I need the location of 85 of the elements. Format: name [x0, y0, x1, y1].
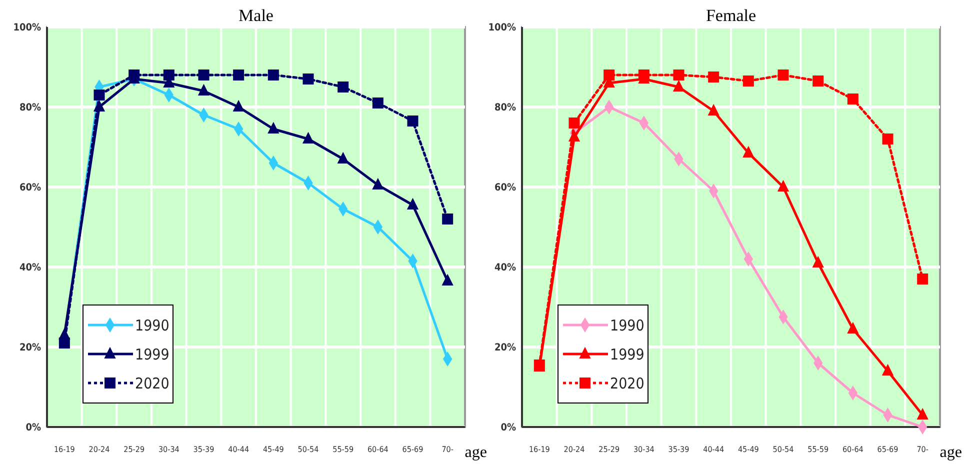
point — [407, 116, 418, 126]
point — [268, 70, 279, 80]
point — [302, 74, 314, 84]
point — [58, 338, 70, 348]
legend-label: 2020 — [135, 374, 170, 392]
x-tick-label: 40-44 — [228, 445, 250, 454]
point — [372, 178, 384, 190]
point — [338, 152, 349, 164]
x-tick-label: 16-19 — [528, 445, 550, 454]
x-tick-label: 25-29 — [598, 445, 620, 454]
point — [742, 146, 754, 158]
y-tick-label: 100% — [488, 22, 516, 34]
point — [302, 132, 314, 144]
point — [407, 198, 418, 210]
point — [568, 118, 580, 128]
point — [882, 134, 894, 144]
y-tick-label: 40% — [19, 262, 41, 274]
point — [812, 76, 824, 86]
point — [847, 322, 858, 334]
x-tick-label: 65-69 — [877, 445, 899, 454]
point — [128, 70, 140, 80]
y-tick-label: 100% — [13, 22, 41, 34]
point — [94, 90, 105, 100]
point — [233, 70, 244, 80]
x-tick-label: 25-29 — [124, 445, 145, 454]
point — [742, 76, 754, 86]
point — [198, 70, 210, 80]
point — [442, 214, 454, 224]
point — [882, 364, 894, 376]
x-tick-label: 45-49 — [738, 445, 760, 454]
x-tick-label: 60-64 — [367, 445, 389, 454]
point — [198, 84, 210, 96]
x-tick-label: 16-19 — [54, 445, 76, 454]
point — [917, 408, 928, 420]
legend-label: 2020 — [610, 374, 644, 392]
legend-label: 1999 — [135, 345, 170, 364]
y-tick-label: 60% — [494, 182, 516, 194]
x-tick-label: 30-34 — [633, 445, 655, 454]
y-tick-label: 0% — [26, 422, 41, 434]
legend-label: 1990 — [610, 316, 644, 334]
x-tick-label: 70- — [442, 445, 454, 454]
x-tick-label: 55-59 — [808, 445, 829, 454]
point — [708, 72, 720, 82]
point — [604, 70, 615, 80]
y-tick-label: 80% — [494, 102, 516, 114]
x-tick-label: 45-49 — [262, 445, 284, 454]
x-tick-label: 65-69 — [402, 445, 424, 454]
y-tick-label: 40% — [494, 262, 516, 274]
legend-label: 1990 — [135, 316, 170, 334]
x-axis-title: age — [940, 444, 962, 461]
x-tick-label: 50-54 — [298, 445, 320, 454]
chart-title: Female — [706, 6, 756, 25]
x-tick-label: 30-34 — [158, 445, 180, 454]
point — [638, 70, 650, 80]
point — [338, 82, 349, 92]
point — [233, 100, 244, 112]
point — [673, 80, 684, 92]
point — [163, 70, 174, 80]
x-tick-label: 20-24 — [88, 445, 110, 454]
point — [847, 94, 858, 104]
point — [708, 104, 720, 116]
x-tick-label: 50-54 — [772, 445, 794, 454]
x-tick-label: 40-44 — [703, 445, 724, 454]
point — [442, 274, 454, 286]
x-tick-label: 35-39 — [668, 445, 690, 454]
x-tick-label: 35-39 — [193, 445, 215, 454]
x-tick-label: 70- — [916, 445, 929, 454]
y-tick-label: 80% — [19, 102, 41, 114]
x-tick-label: 60-64 — [842, 445, 864, 454]
chart-title: Male — [238, 6, 274, 25]
x-axis-title: age — [464, 444, 487, 461]
x-tick-label: 55-59 — [332, 445, 354, 454]
point — [673, 70, 684, 80]
legend-label: 1999 — [610, 345, 644, 364]
point — [812, 256, 824, 268]
point — [778, 70, 789, 80]
y-tick-label: 20% — [19, 342, 41, 354]
point — [778, 180, 789, 192]
point — [917, 274, 928, 284]
y-tick-label: 0% — [500, 422, 516, 434]
y-tick-label: 60% — [19, 182, 41, 194]
y-tick-label: 20% — [494, 342, 516, 354]
point — [372, 98, 384, 108]
point — [268, 122, 279, 134]
x-tick-label: 20-24 — [564, 445, 586, 454]
